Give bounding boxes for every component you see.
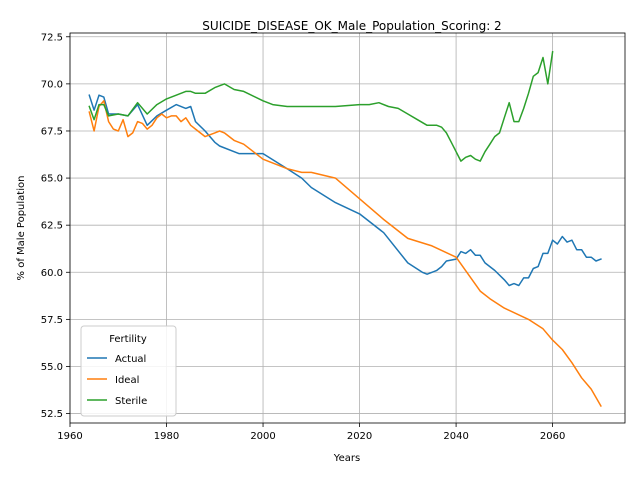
- y-tick-label: 52.5: [41, 409, 63, 420]
- y-tick-label: 60.0: [41, 268, 63, 279]
- y-tick-label: 55.0: [41, 362, 63, 373]
- x-tick-label: 1980: [154, 431, 179, 442]
- legend-label-sterile: Sterile: [115, 396, 147, 407]
- x-tick-label: 1960: [57, 431, 82, 442]
- y-axis-ticks: 52.5 55.0 57.5 60.0 62.5 65.0 67.5 70.0 72.5: [41, 32, 70, 420]
- series-line-sterile: [88, 50, 554, 162]
- legend-label-actual: Actual: [115, 354, 146, 365]
- legend-label-ideal: Ideal: [115, 375, 139, 386]
- legend-box: [80, 325, 177, 417]
- x-tick-label: 2020: [347, 431, 372, 442]
- y-axis-label: % of Male Population: [16, 176, 27, 281]
- y-tick-label: 65.0: [41, 174, 63, 185]
- series-line-actual: [88, 94, 602, 287]
- legend-items: Actual Ideal Sterile: [87, 354, 147, 407]
- y-tick-label: 62.5: [41, 221, 63, 232]
- x-tick-label: 2000: [250, 431, 275, 442]
- x-axis-ticks: 1960 1980 2000 2020 2040 2060: [57, 423, 565, 442]
- y-tick-label: 72.5: [41, 32, 63, 43]
- series-line-ideal: [88, 100, 602, 408]
- y-tick-label: 70.0: [41, 79, 63, 90]
- x-tick-label: 2040: [443, 431, 468, 442]
- series-lines: [88, 50, 602, 408]
- legend-title: Fertility: [109, 334, 147, 345]
- x-axis-label: Years: [333, 453, 360, 464]
- x-tick-label: 2060: [540, 431, 565, 442]
- y-tick-label: 57.5: [41, 315, 63, 326]
- y-tick-label: 67.5: [41, 126, 63, 137]
- legend: Fertility Actual Ideal Sterile: [80, 325, 177, 417]
- plot-frame: [69, 32, 626, 424]
- chart-title: SUICIDE_DISEASE_OK_Male_Population_Scori…: [202, 19, 501, 33]
